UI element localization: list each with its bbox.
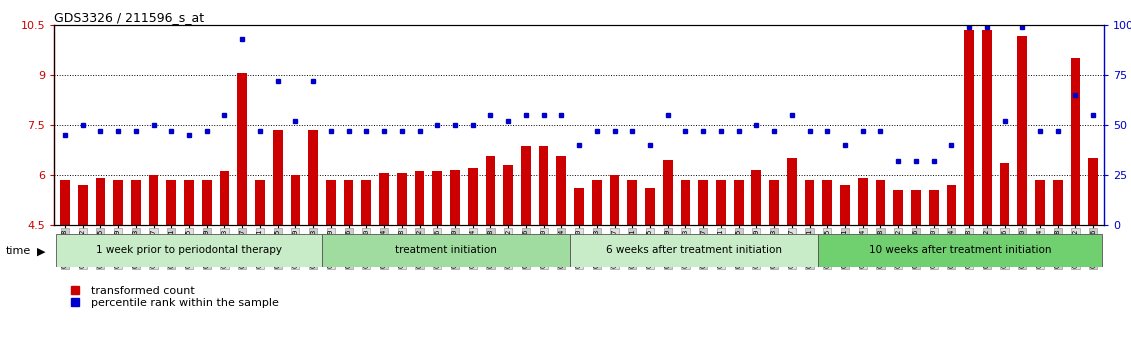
Bar <box>148 175 158 225</box>
Bar <box>982 30 992 225</box>
FancyBboxPatch shape <box>57 234 322 267</box>
Bar <box>432 171 442 225</box>
Legend: transformed count, percentile rank within the sample: transformed count, percentile rank withi… <box>60 282 283 313</box>
Text: ▶: ▶ <box>37 246 46 256</box>
Bar <box>681 180 690 225</box>
Bar <box>645 188 655 225</box>
Bar <box>184 180 193 225</box>
Bar <box>485 156 495 225</box>
Bar <box>1035 180 1045 225</box>
Text: treatment initiation: treatment initiation <box>395 245 497 256</box>
Bar <box>131 180 140 225</box>
Bar <box>912 190 921 225</box>
Bar <box>610 175 620 225</box>
Bar <box>78 185 87 225</box>
Bar <box>1088 158 1098 225</box>
Text: 10 weeks after treatment initiation: 10 weeks after treatment initiation <box>869 245 1052 256</box>
FancyBboxPatch shape <box>322 234 570 267</box>
Bar <box>60 180 70 225</box>
Bar <box>166 180 176 225</box>
Bar <box>628 180 637 225</box>
Bar <box>857 178 867 225</box>
Bar <box>787 158 796 225</box>
Bar <box>698 180 708 225</box>
Bar <box>238 73 247 225</box>
Bar <box>1018 36 1027 225</box>
Bar <box>575 188 584 225</box>
Bar <box>362 180 371 225</box>
Bar <box>1071 58 1080 225</box>
Bar <box>592 180 602 225</box>
Bar <box>769 180 779 225</box>
Bar <box>822 180 832 225</box>
Bar <box>538 147 549 225</box>
Bar <box>716 180 726 225</box>
Bar <box>503 165 513 225</box>
Bar <box>256 180 265 225</box>
Bar <box>965 30 974 225</box>
Bar <box>468 168 477 225</box>
Bar <box>113 180 123 225</box>
FancyBboxPatch shape <box>570 234 819 267</box>
Bar <box>1000 163 1010 225</box>
Bar <box>95 178 105 225</box>
Bar <box>875 180 886 225</box>
Bar <box>273 130 283 225</box>
Bar <box>947 185 956 225</box>
Bar <box>309 130 318 225</box>
Bar <box>663 160 673 225</box>
Text: 1 week prior to periodontal therapy: 1 week prior to periodontal therapy <box>96 245 282 256</box>
Bar <box>219 171 230 225</box>
Bar <box>201 180 211 225</box>
FancyBboxPatch shape <box>819 234 1102 267</box>
Bar <box>344 180 354 225</box>
Bar <box>556 156 567 225</box>
Bar <box>751 170 761 225</box>
Bar <box>415 171 424 225</box>
Text: GDS3326 / 211596_s_at: GDS3326 / 211596_s_at <box>54 11 205 24</box>
Bar <box>804 180 814 225</box>
Bar <box>379 173 389 225</box>
Bar <box>291 175 300 225</box>
Bar <box>929 190 939 225</box>
Bar <box>397 173 407 225</box>
Bar <box>1053 180 1063 225</box>
Text: time: time <box>6 246 31 256</box>
Bar <box>734 180 743 225</box>
Bar <box>326 180 336 225</box>
Bar <box>840 185 849 225</box>
Text: 6 weeks after treatment initiation: 6 weeks after treatment initiation <box>606 245 783 256</box>
Bar <box>521 147 530 225</box>
Bar <box>450 170 460 225</box>
Bar <box>893 190 903 225</box>
